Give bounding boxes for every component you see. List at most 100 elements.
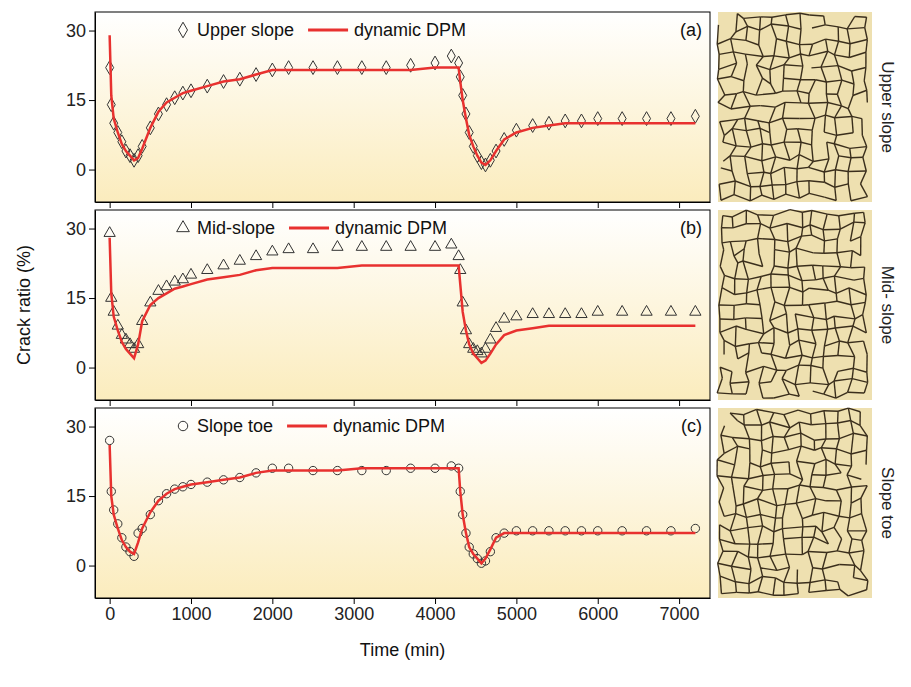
crack-line	[717, 460, 734, 465]
crack-line	[811, 358, 812, 366]
crack-line	[798, 129, 802, 143]
crack-line	[851, 305, 855, 319]
crack-line	[719, 502, 724, 516]
crack-line	[813, 264, 823, 266]
crack-line	[763, 55, 774, 57]
crack-line	[788, 252, 790, 268]
crack-line	[785, 503, 796, 504]
crack-line	[851, 251, 853, 268]
crack-line	[783, 539, 785, 554]
crack-line	[770, 422, 790, 428]
legend-label: dynamic DPM	[335, 218, 447, 238]
crack-line	[823, 368, 829, 385]
crack-line	[788, 333, 790, 345]
crack-line	[824, 170, 835, 172]
x-axis	[96, 400, 711, 406]
y-tick-mark	[89, 427, 95, 428]
x-tick-label: 4000	[416, 604, 456, 624]
crack-line	[823, 265, 841, 267]
crack-line	[717, 77, 731, 79]
crack-line	[748, 26, 760, 30]
crack-line	[784, 129, 787, 142]
crack-line	[735, 344, 749, 347]
crack-line	[842, 80, 854, 84]
crack-line	[797, 583, 798, 593]
crack-line	[853, 565, 854, 577]
crack-line	[809, 44, 813, 56]
crack-line	[826, 93, 837, 95]
crack-line	[797, 155, 799, 169]
crack-line	[812, 329, 828, 330]
crack-line	[717, 69, 718, 79]
crack-line	[749, 439, 761, 441]
crack-line	[770, 302, 775, 321]
crack-line	[758, 576, 762, 591]
crack-line	[783, 118, 800, 120]
crack-line	[735, 278, 749, 280]
crack-line	[782, 78, 784, 91]
crack-line	[822, 564, 839, 568]
crack-line	[861, 171, 867, 184]
crack-line	[773, 489, 777, 506]
crack-line	[721, 228, 723, 243]
crack-line	[850, 40, 867, 44]
scatter-point	[665, 305, 676, 315]
y-tick-mark	[89, 229, 95, 230]
crack-line	[744, 241, 746, 249]
crack-line	[735, 506, 737, 514]
x-tick-mark	[598, 202, 599, 208]
crack-line	[730, 242, 734, 256]
crack-line	[835, 326, 853, 328]
crack-line	[838, 368, 854, 371]
crack-line	[748, 276, 761, 279]
crack-line	[784, 65, 803, 66]
crack-line	[759, 383, 763, 398]
crack-line	[744, 486, 763, 490]
crack-line	[736, 514, 747, 518]
crack-line	[719, 304, 734, 306]
crack-line	[809, 193, 824, 197]
crack-line	[835, 464, 851, 466]
crack-line	[810, 475, 812, 487]
crack-line	[796, 503, 802, 518]
crack-line	[826, 94, 827, 103]
crack-line	[823, 278, 828, 290]
crack-line	[734, 195, 750, 201]
crack-line	[774, 56, 789, 58]
crack-line	[770, 554, 786, 556]
crack-line	[764, 328, 774, 334]
crack-line	[837, 80, 841, 94]
crack-line	[758, 558, 761, 568]
crack-line	[834, 267, 840, 276]
crack-line	[786, 365, 798, 370]
crack-line	[854, 212, 863, 214]
crack-line	[717, 476, 731, 477]
crack-line	[853, 368, 866, 372]
crack-line	[763, 474, 775, 475]
crack-line	[824, 239, 837, 241]
crack-line	[760, 463, 771, 467]
crack-line	[786, 182, 797, 185]
scatter-point	[267, 245, 278, 255]
crack-line	[750, 195, 762, 201]
crack-line	[735, 326, 737, 346]
crack-line	[736, 146, 751, 147]
scatter-point	[283, 243, 294, 253]
crack-line	[735, 582, 749, 584]
crack-line	[757, 490, 762, 498]
crack-line	[802, 519, 804, 527]
crack-line	[760, 467, 763, 476]
crack-line	[770, 321, 774, 328]
crack-line	[724, 446, 738, 453]
x-tick	[516, 202, 517, 208]
crack-line	[760, 515, 762, 526]
crack-line	[851, 197, 868, 201]
crack-line	[852, 67, 866, 71]
crack-line	[749, 343, 758, 344]
crack-line	[799, 422, 811, 425]
crack-line	[786, 26, 788, 41]
crack-line	[851, 421, 854, 434]
crack-line	[828, 290, 836, 293]
legend-label: dynamic DPM	[333, 416, 445, 436]
crack-line	[838, 421, 851, 424]
